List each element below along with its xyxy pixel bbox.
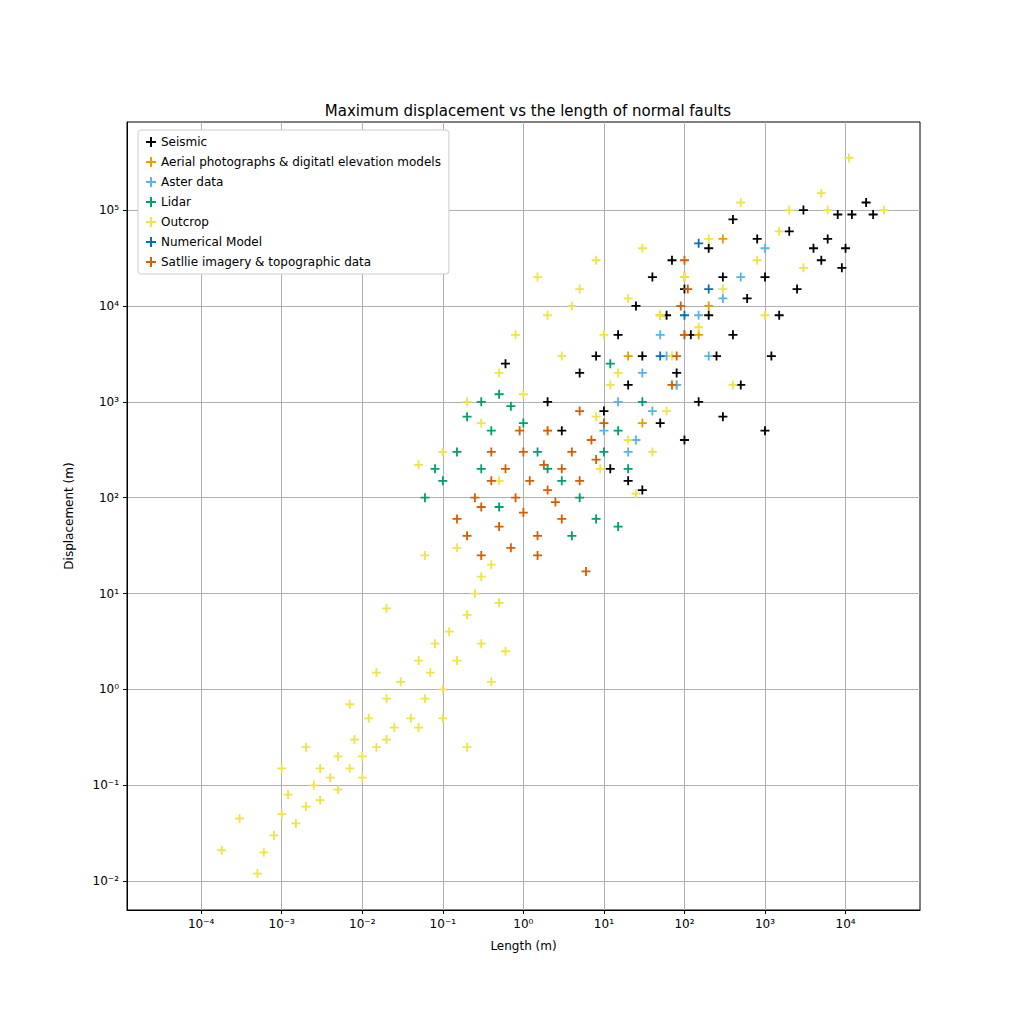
svg-text:10⁴: 10⁴: [836, 917, 856, 931]
svg-text:Aerial photographs & digitatl: Aerial photographs & digitatl elevation …: [161, 155, 441, 169]
svg-text:10³: 10³: [755, 917, 775, 931]
svg-text:10³: 10³: [99, 395, 119, 409]
svg-text:10⁰: 10⁰: [513, 917, 533, 931]
svg-text:Maximum displacement vs the le: Maximum displacement vs the length of no…: [325, 102, 732, 120]
svg-text:10⁻²: 10⁻²: [93, 874, 120, 888]
svg-text:10⁻⁴: 10⁻⁴: [188, 917, 215, 931]
svg-text:10⁻²: 10⁻²: [349, 917, 376, 931]
svg-text:10⁻¹: 10⁻¹: [93, 778, 120, 792]
svg-text:10⁵: 10⁵: [99, 203, 119, 217]
svg-text:10⁴: 10⁴: [99, 299, 119, 313]
svg-text:Displacement (m): Displacement (m): [62, 462, 76, 569]
svg-text:Outcrop: Outcrop: [161, 215, 209, 229]
svg-text:Seismic: Seismic: [161, 135, 207, 149]
svg-text:10⁰: 10⁰: [99, 682, 119, 696]
svg-text:Length (m): Length (m): [490, 939, 556, 953]
svg-text:Aster data: Aster data: [161, 175, 223, 189]
svg-text:10²: 10²: [674, 917, 694, 931]
svg-text:Satllie imagery & topographic: Satllie imagery & topographic data: [161, 255, 371, 269]
svg-text:10¹: 10¹: [594, 917, 614, 931]
svg-text:10⁻¹: 10⁻¹: [430, 917, 457, 931]
svg-text:Numerical Model: Numerical Model: [161, 235, 262, 249]
svg-text:Lidar: Lidar: [161, 195, 191, 209]
svg-text:10¹: 10¹: [99, 587, 119, 601]
svg-text:10⁻³: 10⁻³: [269, 917, 296, 931]
svg-text:10²: 10²: [99, 491, 119, 505]
